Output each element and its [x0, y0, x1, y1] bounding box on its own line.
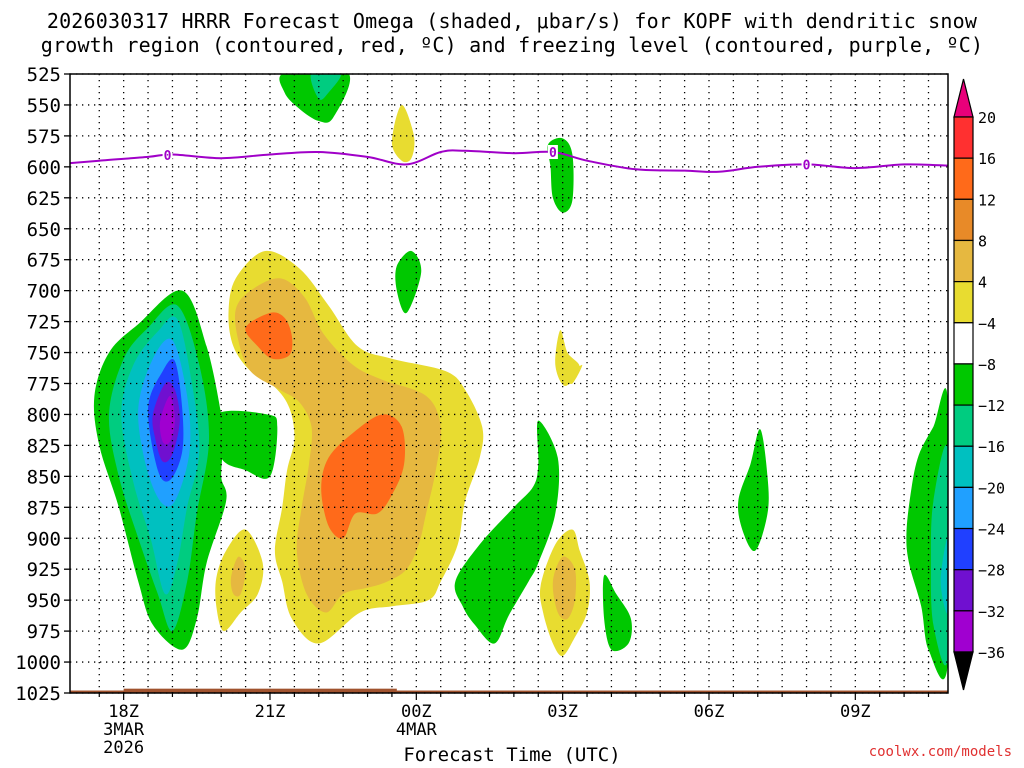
colorbar-box-9	[953, 486, 974, 530]
freezing-level-label-bg-1	[547, 144, 558, 159]
y-tick-label-700: 700	[27, 281, 61, 303]
x-tick-year-0: 2026	[103, 738, 144, 758]
colorbar-label-5: −4	[978, 315, 996, 333]
x-tick-label-21Z: 21Z	[255, 702, 286, 722]
y-tick-label-775: 775	[27, 374, 61, 396]
y-axis: 525 550 575 600 625 650 675 700 725 750 775 800 825 8…	[15, 64, 70, 705]
x-tick-label-09Z: 09Z	[840, 702, 871, 722]
y-tick-label-600: 600	[27, 157, 61, 179]
x-tick-label-06Z: 06Z	[694, 702, 725, 722]
colorbar-label-6: −8	[978, 356, 996, 374]
colorbar-box-10	[953, 527, 974, 571]
x-tick-date-2: 4MAR	[396, 720, 438, 740]
y-tick-label-625: 625	[27, 188, 61, 210]
ground-surface-bump	[123, 688, 397, 691]
omega-region-14	[738, 429, 769, 552]
colorbar-box-7	[953, 404, 974, 447]
y-tick-label-1025: 1025	[15, 683, 61, 705]
y-tick-label-900: 900	[27, 528, 61, 550]
y-tick-label-825: 825	[27, 435, 61, 457]
y-tick-label-750: 750	[27, 343, 61, 365]
colorbar-label-1: 16	[978, 150, 996, 168]
y-tick-label-1000: 1000	[15, 652, 61, 674]
colorbar-label-3: 8	[978, 232, 987, 250]
y-tick-label-850: 850	[27, 466, 61, 488]
colorbar-box-2	[953, 198, 974, 242]
colorbar-label-8: −16	[978, 438, 1005, 456]
omega-region-16	[930, 444, 948, 666]
x-axis-label: Forecast Time (UTC)	[403, 744, 621, 766]
y-tick-label-575: 575	[27, 126, 61, 148]
y-tick-label-550: 550	[27, 95, 61, 117]
colorbar-label-11: −28	[978, 562, 1005, 580]
omega-region-6	[159, 395, 175, 445]
x-tick-label-18Z: 18Z	[108, 702, 139, 722]
y-tick-label-675: 675	[27, 250, 61, 272]
colorbar-box-0	[953, 116, 974, 159]
colorbar-box-8	[953, 445, 974, 488]
colorbar-label-4: 4	[978, 274, 987, 292]
freezing-level-label-bg-2	[801, 157, 812, 172]
x-tick-label-03Z: 03Z	[547, 702, 578, 722]
colorbar-box-12	[953, 610, 974, 653]
x-tick-date-0: 3MAR	[103, 720, 145, 740]
y-tick-label-875: 875	[27, 497, 61, 519]
colorbar-box-5	[953, 322, 974, 365]
omega-region-18	[391, 104, 415, 163]
colorbar-label-10: −24	[978, 521, 1005, 539]
colorbar-label-9: −20	[978, 479, 1005, 497]
omega-region-26	[555, 330, 580, 387]
colorbar-box-11	[953, 569, 974, 612]
freezing-level-label-0: 0	[164, 149, 172, 164]
chart-title-line2: growth region (contoured, red, ºC) and f…	[40, 33, 984, 57]
colorbar-top-arrow	[953, 78, 974, 118]
colorbar-label-7: −12	[978, 397, 1005, 415]
y-tick-label-650: 650	[27, 219, 61, 241]
omega-shading	[70, 74, 948, 693]
freezing-level-label-bg-0	[162, 147, 173, 162]
freezing-level-line	[69, 149, 949, 173]
omega-region-20	[234, 278, 442, 613]
colorbar-label-13: −36	[978, 644, 1005, 662]
omega-region-21	[245, 312, 293, 360]
colorbar-bottom-arrow	[953, 651, 974, 691]
colorbar-label-0: 20	[978, 109, 996, 127]
y-tick-label-950: 950	[27, 590, 61, 612]
colorbar: 20 16 12 8 4 −4 −8 −12 −16 −20 −24 −28 −32 −36	[953, 78, 1005, 691]
y-tick-label-725: 725	[27, 312, 61, 334]
colorbar-label-2: 12	[978, 191, 996, 209]
colorbar-box-1	[953, 157, 974, 200]
omega-region-12	[454, 420, 560, 644]
freezing-level-label-2: 0	[803, 158, 811, 173]
colorbar-box-6	[953, 363, 974, 406]
omega-region-17	[940, 538, 948, 614]
freezing-level-label-1: 0	[549, 146, 557, 161]
omega-region-22	[321, 414, 406, 539]
colorbar-box-4	[953, 281, 974, 324]
omega-region-10	[395, 250, 422, 314]
chart-title-line1: 2026030317 HRRR Forecast Omega (shaded, …	[46, 9, 978, 33]
omega-region-24	[230, 556, 246, 597]
x-tick-label-00Z: 00Z	[401, 702, 432, 722]
omega-region-13	[602, 574, 632, 652]
omega-region-28	[552, 556, 577, 620]
y-tick-label-525: 525	[27, 64, 61, 86]
site-credit[interactable]: coolwx.com/models	[868, 744, 1012, 760]
y-tick-label-925: 925	[27, 559, 61, 581]
ground-surface	[70, 690, 948, 693]
y-tick-label-975: 975	[27, 621, 61, 643]
y-tick-label-800: 800	[27, 404, 61, 426]
colorbar-box-3	[953, 239, 974, 283]
colorbar-label-12: −32	[978, 603, 1005, 621]
